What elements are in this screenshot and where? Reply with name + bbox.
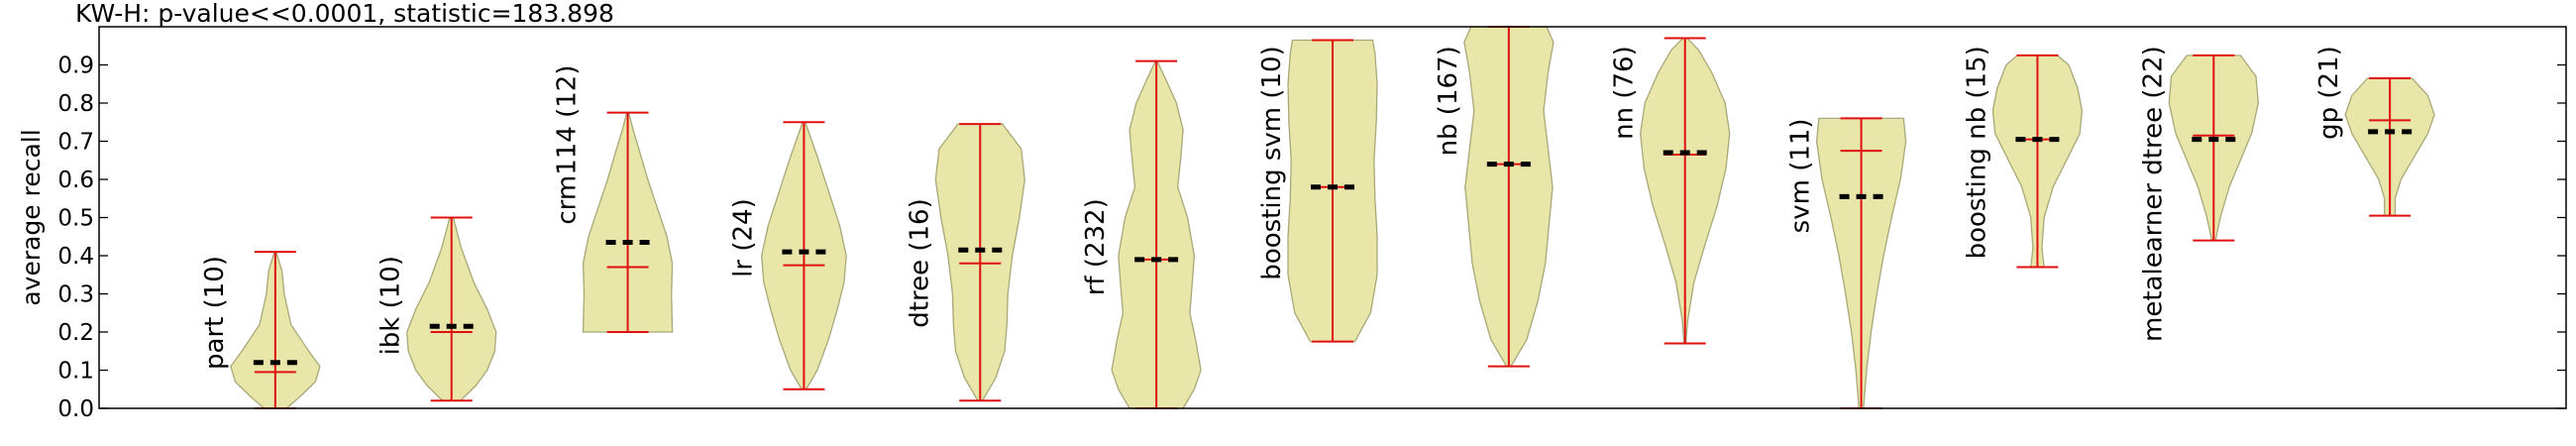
y-tick-label: 0.2 [57, 320, 94, 346]
violin-label: svm (11) [1786, 118, 1816, 233]
violin-3: crm114 (12) [553, 65, 674, 333]
violin-label: gp (21) [2314, 46, 2344, 140]
plot-frame [98, 26, 2567, 409]
violin-label: part (10) [200, 256, 230, 370]
violin-1: part (10) [200, 251, 321, 409]
violin-12: metalearner dtree (22) [2138, 46, 2259, 342]
y-tick-label: 0.6 [57, 167, 94, 193]
violin-label: nb (167) [1434, 46, 1463, 156]
violin-4: lr (24) [728, 121, 847, 390]
violin-13: gp (21) [2314, 46, 2435, 217]
y-tick-label: 0.4 [57, 244, 94, 270]
violin-9: nn (76) [1610, 37, 1731, 345]
violin-5: dtree (16) [905, 123, 1025, 402]
violin-8: nb (167) [1434, 26, 1555, 368]
violin-7: boosting svm (10) [1257, 39, 1378, 343]
violin-label: ibk (10) [376, 256, 406, 355]
y-tick-label: 0.0 [57, 396, 94, 422]
violin-label: rf (232) [1081, 198, 1111, 295]
violins-group: part (10) ibk (10) crm114 (12) lr (24) dtree… [200, 26, 2435, 409]
violin-6: rf (232) [1081, 59, 1202, 409]
violin-2: ibk (10) [376, 216, 497, 402]
violin-label: boosting svm (10) [1257, 46, 1287, 279]
violin-label: crm114 (12) [553, 65, 583, 225]
y-tick-label: 0.3 [57, 282, 94, 308]
y-axis: 0.0 0.1 0.2 0.3 0.4 0.5 0.6 0.7 0.8 0.9 [57, 54, 2566, 422]
violin-label: lr (24) [728, 198, 758, 278]
violin-label: metalearner dtree (22) [2138, 46, 2168, 342]
y-tick-label: 0.5 [57, 206, 94, 232]
y-tick-label: 0.7 [57, 130, 94, 156]
violin-11: boosting nb (15) [1962, 46, 2084, 269]
violin-10: svm (11) [1786, 117, 1907, 409]
y-tick-label: 0.1 [57, 359, 94, 385]
y-tick-label: 0.9 [57, 54, 94, 79]
violin-label: dtree (16) [905, 198, 934, 327]
y-axis-label: average recall [17, 129, 46, 305]
violin-label: nn (76) [1610, 46, 1640, 140]
chart-title: KW-H: p-value<<0.0001, statistic=183.898 [75, 0, 614, 28]
violin-label: boosting nb (15) [1962, 46, 1991, 259]
y-tick-label: 0.8 [57, 91, 94, 117]
